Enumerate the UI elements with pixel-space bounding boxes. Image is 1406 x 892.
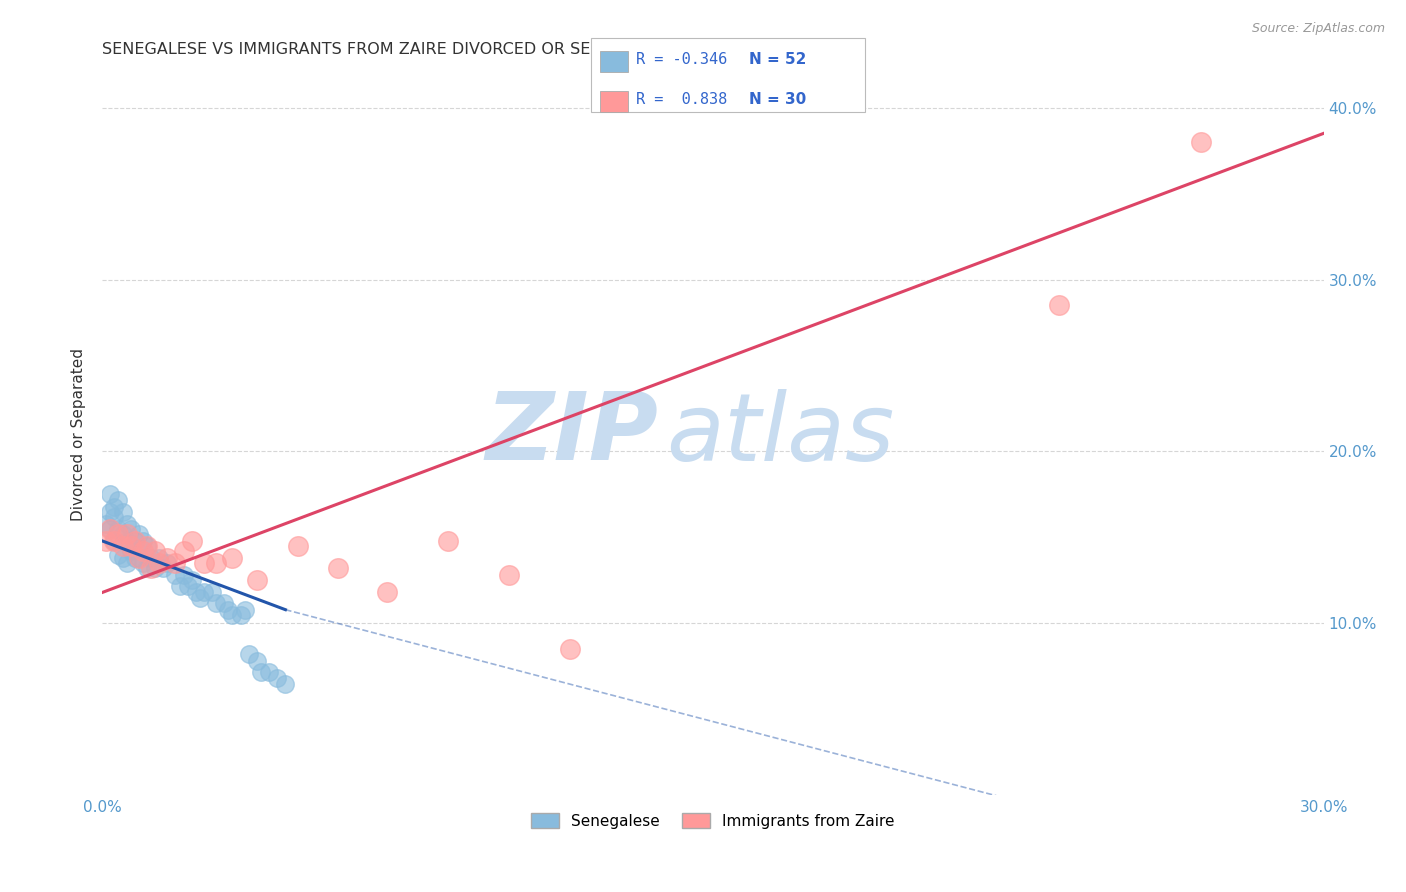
Point <box>103 500 125 514</box>
Point <box>132 533 155 548</box>
Point <box>143 561 166 575</box>
Point <box>165 568 187 582</box>
Point <box>132 556 155 570</box>
Point <box>1191 135 1213 149</box>
Point <box>221 551 243 566</box>
Point <box>152 561 174 575</box>
Text: SENEGALESE VS IMMIGRANTS FROM ZAIRE DIVORCED OR SEPARATED CORRELATION CHART: SENEGALESE VS IMMIGRANTS FROM ZAIRE DIVO… <box>103 42 841 57</box>
Point <box>193 585 215 599</box>
Point <box>184 585 207 599</box>
Point <box>136 561 159 575</box>
Point <box>266 672 288 686</box>
Point <box>111 527 134 541</box>
Point <box>107 527 129 541</box>
Point <box>437 533 460 548</box>
Point <box>98 522 121 536</box>
Point <box>156 551 179 566</box>
Point <box>107 492 129 507</box>
Point <box>287 539 309 553</box>
Point <box>214 596 236 610</box>
Text: N = 30: N = 30 <box>749 93 807 107</box>
Point <box>128 551 150 566</box>
Point <box>136 539 159 553</box>
Y-axis label: Divorced or Separated: Divorced or Separated <box>72 348 86 521</box>
Point <box>124 533 146 548</box>
Point <box>103 533 125 548</box>
Point <box>111 539 134 553</box>
Point <box>201 585 224 599</box>
Point <box>221 607 243 622</box>
Point <box>128 551 150 566</box>
Point <box>132 544 155 558</box>
Point <box>177 579 200 593</box>
Point <box>180 533 202 548</box>
Point <box>498 568 520 582</box>
Point <box>143 544 166 558</box>
Point <box>107 522 129 536</box>
Point <box>103 533 125 548</box>
Point <box>173 568 195 582</box>
Point <box>173 544 195 558</box>
Point <box>120 544 142 558</box>
Legend: Senegalese, Immigrants from Zaire: Senegalese, Immigrants from Zaire <box>524 806 901 835</box>
Point <box>136 539 159 553</box>
Point <box>96 533 118 548</box>
Point <box>98 505 121 519</box>
Point <box>169 579 191 593</box>
Point <box>98 522 121 536</box>
Point <box>115 516 138 531</box>
Point <box>96 516 118 531</box>
Point <box>115 527 138 541</box>
Point <box>233 603 256 617</box>
Point <box>120 522 142 536</box>
Text: atlas: atlas <box>666 389 894 480</box>
Point <box>120 539 142 553</box>
Point <box>238 648 260 662</box>
Text: ZIP: ZIP <box>485 388 658 480</box>
Point <box>165 556 187 570</box>
Point <box>257 665 280 679</box>
Point <box>274 676 297 690</box>
Point <box>205 596 228 610</box>
Point <box>111 551 134 566</box>
Point <box>124 533 146 548</box>
Point <box>205 556 228 570</box>
Point <box>139 551 162 566</box>
Point <box>560 642 582 657</box>
Point <box>193 556 215 570</box>
Point <box>229 607 252 622</box>
Text: N = 52: N = 52 <box>749 53 807 67</box>
Point <box>148 556 170 570</box>
Point <box>115 556 138 570</box>
Text: R = -0.346: R = -0.346 <box>636 53 727 67</box>
Point <box>115 533 138 548</box>
Point <box>124 551 146 566</box>
Point <box>250 665 273 679</box>
Point <box>217 603 239 617</box>
Point <box>98 487 121 501</box>
Point <box>148 551 170 566</box>
Point <box>246 574 269 588</box>
Point <box>328 561 350 575</box>
Point <box>107 548 129 562</box>
Text: R =  0.838: R = 0.838 <box>636 93 727 107</box>
Point <box>180 574 202 588</box>
Point <box>139 561 162 575</box>
Point <box>188 591 211 605</box>
Point <box>128 527 150 541</box>
Point <box>1047 298 1070 312</box>
Point <box>156 556 179 570</box>
Point <box>103 509 125 524</box>
Point <box>375 585 398 599</box>
Point <box>246 654 269 668</box>
Text: Source: ZipAtlas.com: Source: ZipAtlas.com <box>1251 22 1385 36</box>
Point <box>111 505 134 519</box>
